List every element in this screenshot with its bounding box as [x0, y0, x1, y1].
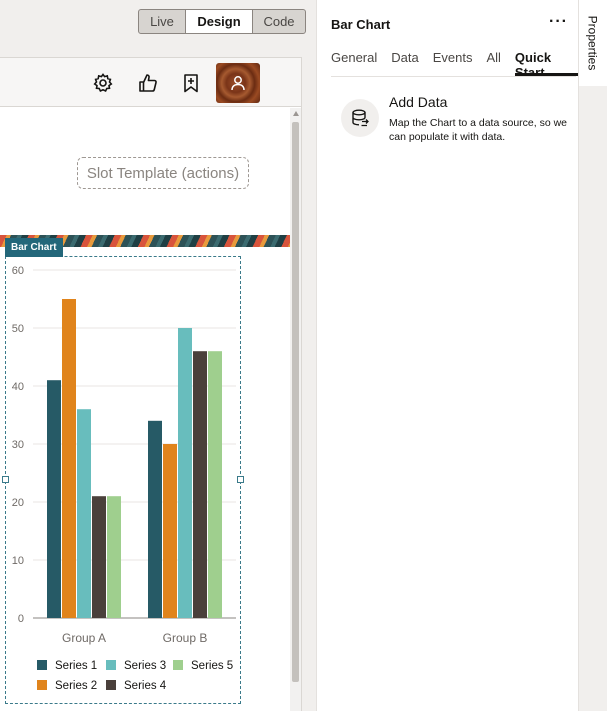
chart-component-label: Bar Chart	[5, 238, 63, 257]
tabs-divider	[331, 76, 576, 77]
legend-swatch	[106, 660, 116, 670]
properties-panel: Bar Chart ··· General Data Events All Qu…	[316, 0, 578, 711]
bar-group-b-series-4[interactable]	[193, 351, 207, 618]
mode-toggle: Live Design Code	[138, 9, 306, 34]
legend-swatch	[173, 660, 183, 670]
more-options-button[interactable]: ···	[549, 13, 568, 30]
bar-group-a-series-3[interactable]	[77, 409, 91, 618]
legend-label[interactable]: Series 2	[55, 680, 97, 692]
slot-template-actions[interactable]: Slot Template (actions)	[77, 157, 249, 189]
side-tab-strip	[578, 0, 607, 711]
y-tick-label: 60	[12, 265, 24, 277]
mode-design-button[interactable]: Design	[186, 10, 253, 33]
legend-label[interactable]: Series 4	[124, 680, 167, 692]
bar-group-b-series-2[interactable]	[163, 444, 177, 618]
y-tick-label: 0	[18, 613, 24, 625]
legend-swatch	[106, 680, 116, 690]
legend-label[interactable]: Series 5	[191, 660, 233, 672]
gear-icon[interactable]	[91, 71, 115, 95]
tab-quick-start[interactable]: Quick Start	[514, 50, 578, 80]
legend-label[interactable]: Series 1	[55, 660, 97, 672]
bar-group-b-series-5[interactable]	[208, 351, 222, 618]
tab-events[interactable]: Events	[432, 50, 473, 65]
y-tick-label: 20	[12, 497, 24, 509]
y-tick-label: 30	[12, 439, 24, 451]
y-tick-label: 10	[12, 555, 24, 567]
bar-chart[interactable]: 0 10 20 30 40 50 60 Group A Group B Series 1 Ser…	[0, 256, 250, 711]
properties-title: Bar Chart	[331, 17, 391, 32]
resize-handle-left[interactable]	[2, 476, 9, 483]
scroll-up-arrow-icon[interactable]	[293, 111, 299, 116]
x-tick-label: Group A	[62, 631, 106, 645]
bar-group-a-series-5[interactable]	[107, 496, 121, 618]
add-data-title: Add Data	[389, 94, 448, 110]
y-tick-label: 40	[12, 381, 24, 393]
legend-label[interactable]: Series 3	[124, 660, 166, 672]
legend-swatch	[37, 680, 47, 690]
add-data-description: Map the Chart to a data source, so we ca…	[389, 117, 568, 143]
bar-group-b-series-3[interactable]	[178, 328, 192, 618]
database-icon	[341, 99, 379, 137]
tab-general[interactable]: General	[331, 50, 378, 65]
bar-group-a-series-4[interactable]	[92, 496, 106, 618]
tab-all[interactable]: All	[486, 50, 501, 65]
properties-side-tab-label: Properties	[585, 15, 600, 71]
banner-image-strip	[0, 235, 290, 247]
page-canvas: Slot Template (actions) Bar Chart 0 10 20 3…	[0, 57, 302, 711]
bar-group-a-series-2[interactable]	[62, 299, 76, 618]
resize-handle-right[interactable]	[237, 476, 244, 483]
designer-canvas-area: Live Design Code	[0, 0, 316, 711]
mode-code-button[interactable]: Code	[263, 14, 295, 29]
legend-swatch	[37, 660, 47, 670]
properties-tabs: General Data Events All Quick Start	[331, 50, 578, 80]
user-icon	[231, 76, 245, 91]
scrollbar-thumb[interactable]	[292, 122, 299, 682]
thumbs-up-icon[interactable]	[136, 71, 160, 95]
x-tick-label: Group B	[163, 631, 208, 645]
chart-selection-outline	[2, 256, 244, 704]
y-tick-label: 50	[12, 323, 24, 335]
bar-group-a-series-1[interactable]	[47, 380, 61, 618]
page-header	[0, 58, 301, 107]
mode-live-button[interactable]: Live	[139, 10, 186, 33]
vertical-scrollbar[interactable]	[290, 108, 301, 711]
bar-group-b-series-1[interactable]	[148, 420, 162, 618]
user-avatar[interactable]	[216, 63, 260, 103]
tab-data[interactable]: Data	[391, 50, 419, 65]
add-data-action[interactable]: Add Data Map the Chart to a data source,…	[341, 93, 571, 153]
bookmark-add-icon[interactable]	[179, 71, 203, 95]
properties-side-tab[interactable]: Properties	[579, 0, 607, 86]
